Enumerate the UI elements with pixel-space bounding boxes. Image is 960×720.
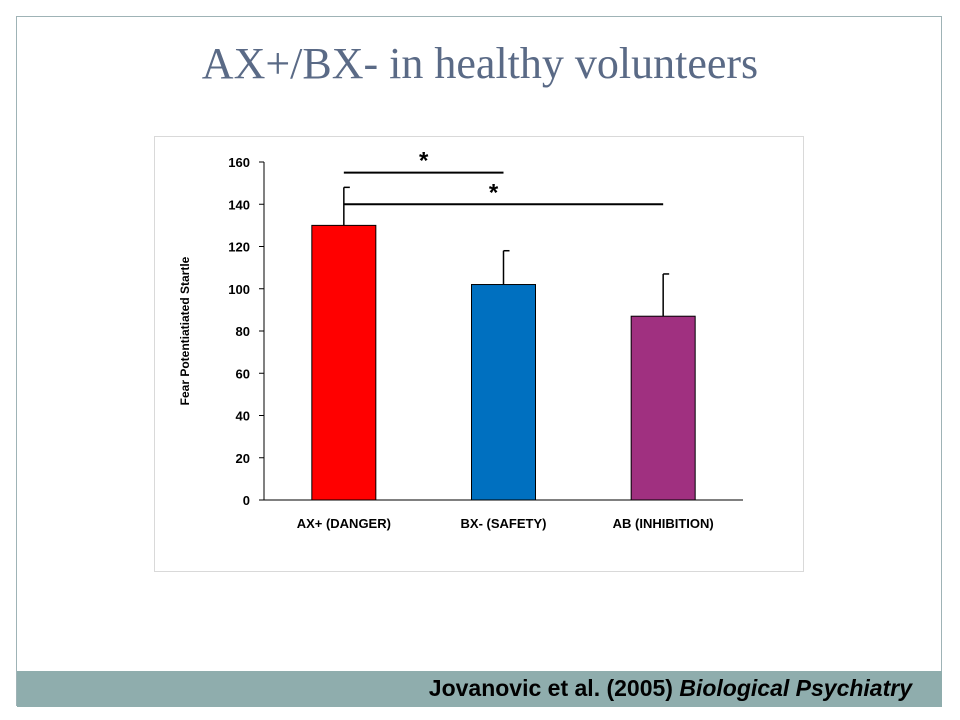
y-tick-label: 100 xyxy=(228,282,250,297)
citation-journal: Biological Psychiatry xyxy=(679,675,912,701)
significance-star: * xyxy=(489,179,499,206)
x-tick-label: BX- (SAFETY) xyxy=(461,516,547,531)
bar-1 xyxy=(471,284,536,501)
y-tick-label: 80 xyxy=(236,324,250,339)
y-tick-label: 60 xyxy=(236,366,250,381)
bar-chart: 0 20 40 60 80 100 120 140 160 Fear Potentiatiated… xyxy=(178,148,743,531)
citation-authors: Jovanovic et al. (2005) xyxy=(428,675,673,701)
citation: Jovanovic et al. (2005) Biological Psych… xyxy=(429,675,912,702)
y-tick-label: 20 xyxy=(236,451,250,466)
y-tick-label: 40 xyxy=(236,409,250,424)
y-tick-label: 160 xyxy=(228,155,250,170)
y-tick-label: 0 xyxy=(243,493,250,508)
bar-0 xyxy=(311,224,377,501)
x-tick-label: AB (INHIBITION) xyxy=(613,516,714,531)
y-axis-title: Fear Potentiatiated Startle xyxy=(178,256,192,405)
footer-bar: Jovanovic et al. (2005) Biological Psych… xyxy=(17,671,942,707)
y-tick-label: 140 xyxy=(228,197,250,212)
bar-2 xyxy=(630,315,696,501)
x-tick-label: AX+ (DANGER) xyxy=(297,516,391,531)
significance-star: * xyxy=(419,148,429,175)
slide-title: AX+/BX- in healthy volunteers xyxy=(201,39,759,88)
y-tick-label: 120 xyxy=(228,240,250,255)
